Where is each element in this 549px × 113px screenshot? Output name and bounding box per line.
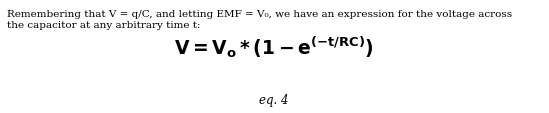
Text: $\mathbf{V = V_o*(1 - e^{(-t/RC)})}$: $\mathbf{V = V_o*(1 - e^{(-t/RC)})}$ [174,34,374,59]
Text: the capacitor at any arbitrary time t:: the capacitor at any arbitrary time t: [7,21,200,30]
Text: Remembering that V = q/C, and letting EMF = V₀, we have an expression for the vo: Remembering that V = q/C, and letting EM… [7,10,512,19]
Text: eq. 4: eq. 4 [259,94,289,107]
